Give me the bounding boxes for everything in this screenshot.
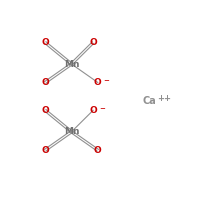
Text: −: − [104,78,110,84]
Text: O: O [41,38,49,47]
Text: Mn: Mn [64,127,79,136]
Text: O: O [94,146,102,155]
Text: O: O [41,78,49,87]
Text: O: O [41,106,49,115]
Text: Ca: Ca [142,96,156,106]
Text: ++: ++ [158,94,172,103]
Text: O: O [94,78,102,87]
Text: O: O [89,38,97,47]
Text: O: O [89,106,97,115]
Text: −: − [99,106,105,112]
Text: Mn: Mn [64,60,79,69]
Text: O: O [41,146,49,155]
